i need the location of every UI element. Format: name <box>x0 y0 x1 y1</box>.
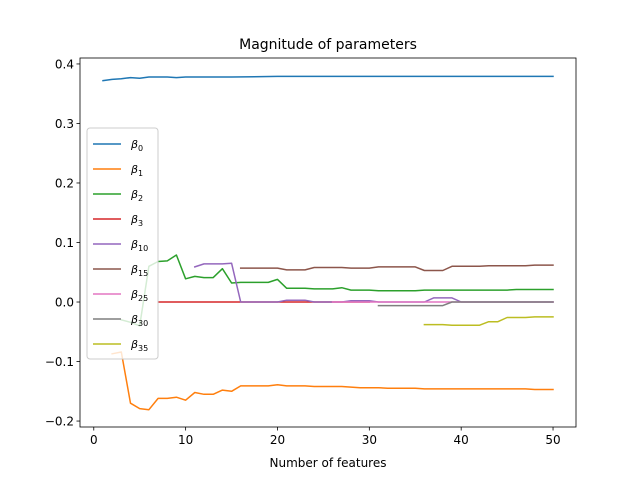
x-tick-label: 40 <box>454 433 469 447</box>
series-line-7 <box>377 301 554 307</box>
legend-label-3: β3 <box>130 213 143 228</box>
legend-label-4: β10 <box>130 238 148 253</box>
plot-area: 0 10 20 30 40 50 −0.2 −0.1 0.0 0.1 0.2 0.3 0.4 <box>45 57 577 447</box>
y-tick-label: 0.0 <box>55 296 74 310</box>
series-line-0 <box>102 75 554 82</box>
x-tick-label: 10 <box>178 433 193 447</box>
legend-label-0: β0 <box>130 138 143 153</box>
y-tick-label: 0.2 <box>55 176 74 190</box>
x-tick-label: 20 <box>270 433 285 447</box>
y-tick-label: −0.2 <box>45 415 74 429</box>
legend-box <box>86 127 159 360</box>
legend-label-5: β15 <box>130 263 148 278</box>
x-tick-label: 50 <box>545 433 560 447</box>
x-axis-label: Number of features <box>270 456 387 470</box>
legend-label-1: β1 <box>130 163 143 178</box>
legend-label-8: β35 <box>130 338 148 353</box>
series-line-2 <box>120 254 554 327</box>
y-axis: −0.2 −0.1 0.0 0.1 0.2 0.3 0.4 <box>45 57 80 429</box>
y-tick-label: 0.3 <box>55 117 74 131</box>
legend: β0 β1 β2 β3 β10 β15 β25 β30 β35 <box>86 127 159 360</box>
x-tick-label: 0 <box>90 433 98 447</box>
legend-label-6: β25 <box>130 288 148 303</box>
x-axis: 0 10 20 30 40 50 <box>90 427 561 447</box>
series-line-5 <box>239 264 554 272</box>
series-line-1 <box>111 351 554 411</box>
series-layer <box>102 75 554 411</box>
legend-label-2: β2 <box>130 188 143 203</box>
series-line-8 <box>423 316 554 326</box>
chart-title: Magnitude of parameters <box>239 37 417 53</box>
y-tick-label: −0.1 <box>45 355 74 369</box>
y-tick-label: 0.1 <box>55 236 74 250</box>
legend-label-7: β30 <box>130 313 148 328</box>
x-tick-label: 30 <box>362 433 377 447</box>
y-tick-label: 0.4 <box>55 57 74 71</box>
